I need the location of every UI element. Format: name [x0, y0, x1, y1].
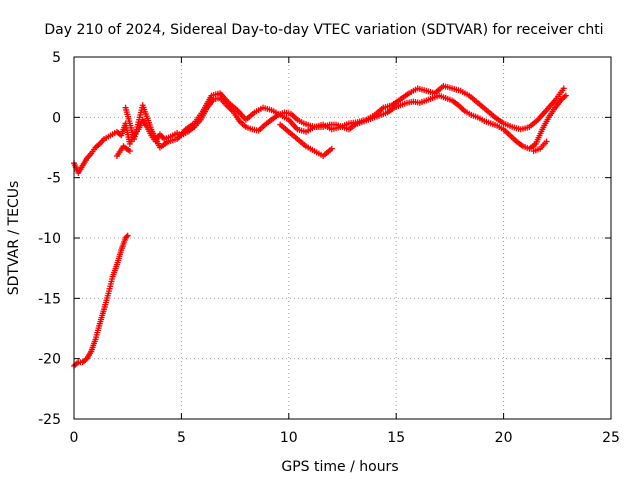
x-tick-label: 20 [495, 430, 513, 446]
x-tick-label: 5 [177, 430, 186, 446]
data-point [328, 145, 335, 152]
data-point [560, 85, 567, 92]
chart-title: Day 210 of 2024, Sidereal Day-to-day VTE… [44, 22, 603, 38]
y-tick-label: -15 [38, 291, 61, 307]
x-tick-label: 25 [602, 430, 620, 446]
tick-labels: 0 5 10 15 20 25 -25 -20 -15 -10 -5 0 5 [38, 50, 620, 446]
axis-ticks [73, 56, 612, 420]
y-tick-label: 0 [52, 110, 61, 126]
y-tick-label: -5 [47, 171, 61, 187]
series-group [71, 232, 131, 369]
x-tick-label: 10 [280, 430, 298, 446]
data-point [562, 92, 569, 99]
y-tick-label: -25 [38, 412, 61, 428]
y-tick-label: -10 [38, 231, 61, 247]
y-axis-title: SDTVAR / TECUs [6, 181, 22, 296]
data-point [123, 233, 130, 240]
x-tick-label: 0 [70, 430, 79, 446]
data-point [124, 232, 131, 239]
x-axis-title: GPS time / hours [281, 459, 398, 475]
data-point [126, 148, 133, 155]
data-point [543, 138, 550, 145]
y-tick-label: 5 [52, 50, 61, 66]
series-group [122, 82, 567, 151]
x-tick-label: 15 [387, 430, 405, 446]
y-tick-label: -20 [38, 352, 61, 368]
series-group [113, 121, 550, 159]
data-markers [71, 82, 569, 369]
